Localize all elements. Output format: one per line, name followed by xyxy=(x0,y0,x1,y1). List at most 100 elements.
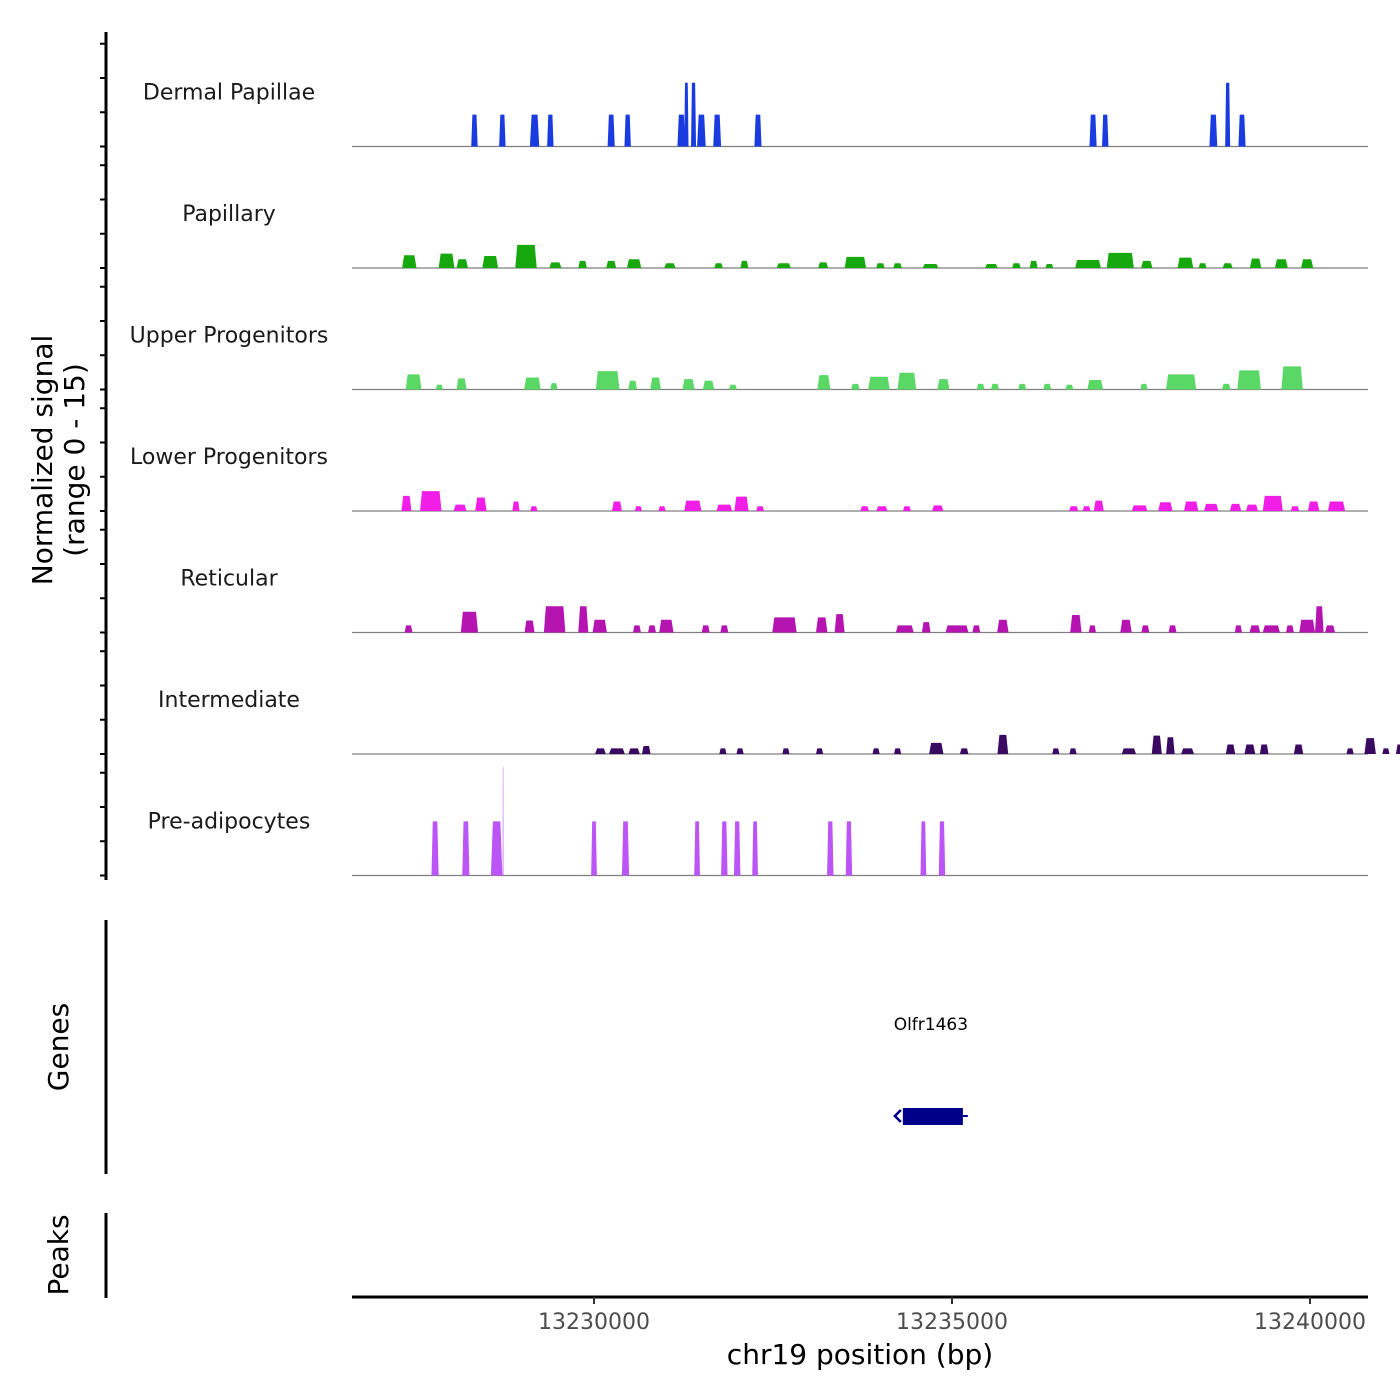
signal-peak xyxy=(1075,260,1101,268)
track-dermal-papillae: Dermal Papillae xyxy=(143,81,1368,148)
signal-peak xyxy=(1140,383,1148,390)
signal-peak xyxy=(817,375,831,390)
signal-peak xyxy=(938,821,946,876)
signal-peak xyxy=(1102,114,1109,147)
signal-peak xyxy=(633,625,641,633)
signal-peak xyxy=(902,506,911,511)
signal-peak xyxy=(782,748,790,754)
signal-peak xyxy=(1315,606,1324,633)
track-label: Upper Progenitors xyxy=(130,324,329,349)
signal-peak xyxy=(719,748,727,754)
signal-peak xyxy=(1012,263,1021,268)
signal-peak xyxy=(1088,625,1096,633)
signal-peak xyxy=(872,748,880,754)
signal-peak xyxy=(1018,383,1027,390)
signal-peak xyxy=(1052,748,1060,754)
signal-peak xyxy=(515,244,537,268)
signal-peak xyxy=(851,383,860,390)
track-label: Intermediate xyxy=(158,688,300,713)
signal-peak xyxy=(490,821,503,876)
signal-peak xyxy=(456,378,467,390)
signal-peak xyxy=(845,821,853,876)
signal-peak xyxy=(733,821,741,876)
signal-peak xyxy=(1395,744,1400,754)
coverage-tracks: Dermal Papillae Papillary Upper Progenitor… xyxy=(130,81,1400,877)
signal-peak xyxy=(815,748,824,754)
signal-peak xyxy=(405,374,422,390)
track-pre-adipocytes: Pre-adipocytes xyxy=(148,767,1368,877)
signal-peak xyxy=(740,260,749,268)
signal-peak xyxy=(1045,264,1054,268)
signal-peak xyxy=(1168,625,1177,633)
signal-peak xyxy=(1181,748,1195,754)
signal-peak xyxy=(420,491,442,511)
signal-peak xyxy=(1198,263,1207,268)
peaks-panel-title: Peaks xyxy=(42,1214,75,1295)
signal-peak xyxy=(1281,366,1303,390)
track-lower-progenitors: Lower Progenitors xyxy=(130,445,1368,512)
signal-peak xyxy=(736,748,744,754)
signal-peak xyxy=(402,255,417,268)
track-intermediate: Intermediate xyxy=(158,688,1400,755)
signal-peak xyxy=(578,606,589,633)
signal-peak xyxy=(611,501,622,511)
signal-peak xyxy=(897,372,917,390)
signal-peak xyxy=(920,821,927,876)
signal-peak xyxy=(691,82,697,147)
signal-peak xyxy=(1151,735,1162,754)
signal-peak xyxy=(606,260,617,268)
signal-peak xyxy=(922,264,939,268)
signal-peak xyxy=(1245,504,1259,511)
signal-peak xyxy=(1069,748,1077,754)
track-upper-progenitors: Upper Progenitors xyxy=(130,324,1368,391)
signal-peak xyxy=(499,114,506,147)
signal-peak xyxy=(1325,625,1336,633)
signal-peak xyxy=(1259,744,1269,754)
signal-peak xyxy=(921,622,931,633)
x-tick-label: 13235000 xyxy=(896,1310,1008,1335)
signal-peak xyxy=(876,506,888,511)
signal-peak xyxy=(592,619,607,633)
y-axis-title-line2: (range 0 - 15) xyxy=(58,363,91,557)
signal-peak xyxy=(658,506,666,511)
signal-peak xyxy=(502,767,504,876)
signal-peak xyxy=(701,625,710,633)
signal-peak xyxy=(1087,379,1104,390)
signal-peak xyxy=(1089,114,1097,147)
signal-peak xyxy=(1237,370,1261,390)
gene-track: Olfr1463 xyxy=(893,1015,968,1125)
signal-peak xyxy=(1249,258,1262,268)
signal-peak xyxy=(595,371,620,390)
signal-peak xyxy=(1301,259,1314,268)
signal-peak xyxy=(1286,625,1294,633)
signal-peak xyxy=(621,821,630,876)
signal-peak xyxy=(471,114,478,147)
signal-peak xyxy=(1065,384,1074,390)
signal-peak xyxy=(991,383,999,390)
signal-peak xyxy=(1249,625,1261,633)
signal-peak xyxy=(1070,614,1082,633)
signal-peak xyxy=(462,821,470,876)
signal-peak xyxy=(1307,501,1320,511)
gene-olfr1463: Olfr1463 xyxy=(893,1015,968,1125)
signal-peak xyxy=(1177,257,1194,268)
signal-peak xyxy=(976,383,985,390)
signal-peak xyxy=(818,262,829,268)
signal-peak xyxy=(1209,114,1218,147)
signal-peak xyxy=(609,748,625,754)
signal-peak xyxy=(482,256,499,268)
signal-peak xyxy=(453,504,467,511)
signal-peak xyxy=(1121,748,1137,754)
signal-peak xyxy=(972,625,981,633)
signal-peak xyxy=(815,617,828,633)
signal-peak xyxy=(1244,744,1256,754)
x-tick-label: 13230000 xyxy=(538,1310,650,1335)
signal-peak xyxy=(607,114,615,147)
track-label: Pre-adipocytes xyxy=(148,810,311,835)
signal-peak xyxy=(1221,383,1231,390)
track-papillary: Papillary xyxy=(182,202,1368,269)
signal-peak xyxy=(628,748,640,754)
signal-peak xyxy=(1106,252,1134,268)
signal-peak xyxy=(684,82,689,147)
signal-peak xyxy=(1290,506,1300,511)
